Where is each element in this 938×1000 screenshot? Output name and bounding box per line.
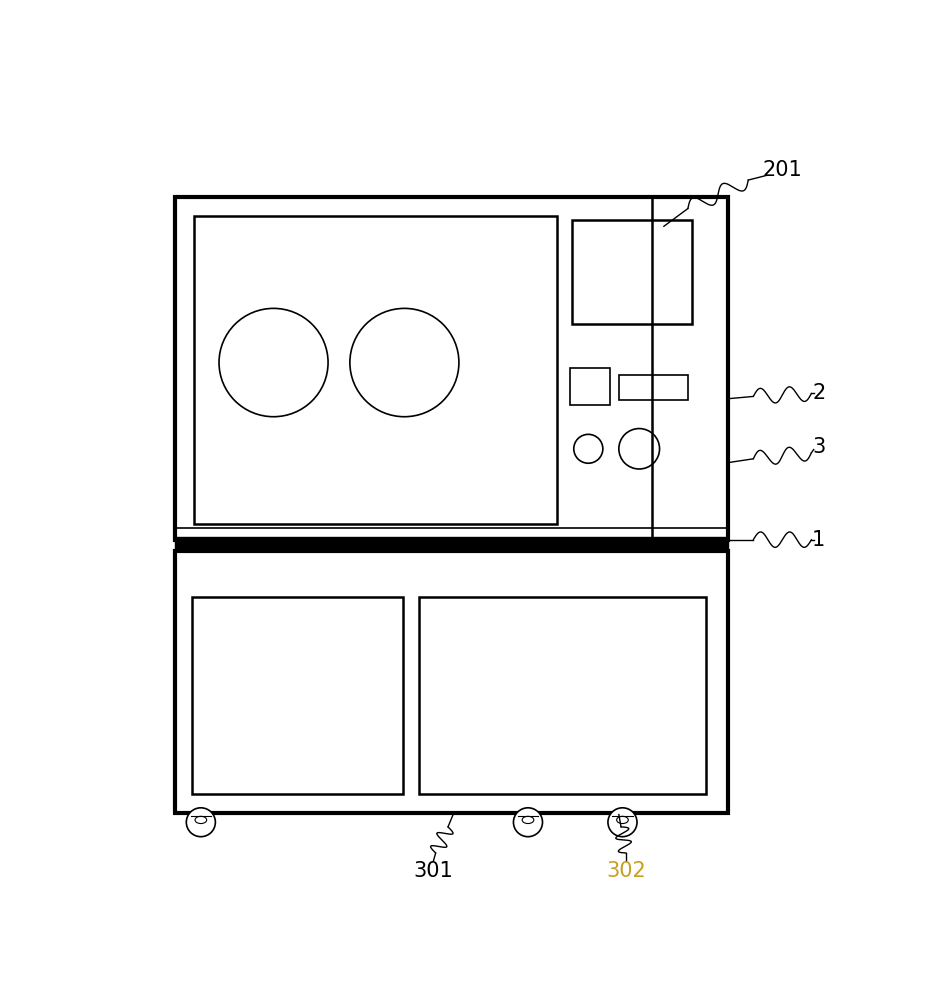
Text: 3: 3 (812, 437, 825, 457)
Bar (175, 197, 728, 540)
Text: 1: 1 (812, 530, 825, 550)
Ellipse shape (187, 808, 216, 837)
Bar (193, 216, 557, 524)
Ellipse shape (574, 434, 603, 463)
Ellipse shape (513, 808, 542, 837)
Ellipse shape (619, 429, 659, 469)
Ellipse shape (616, 816, 628, 824)
Text: 302: 302 (606, 861, 646, 881)
Ellipse shape (522, 816, 534, 824)
Bar (192, 597, 403, 794)
Bar (570, 368, 610, 405)
Text: 301: 301 (414, 861, 453, 881)
Bar (571, 220, 691, 324)
Bar (175, 551, 728, 813)
Bar (619, 375, 688, 400)
Text: 201: 201 (763, 160, 802, 180)
Text: 2: 2 (812, 383, 825, 403)
Bar (419, 597, 706, 794)
Ellipse shape (219, 308, 328, 417)
Ellipse shape (608, 808, 637, 837)
Ellipse shape (350, 308, 459, 417)
Ellipse shape (195, 816, 206, 824)
